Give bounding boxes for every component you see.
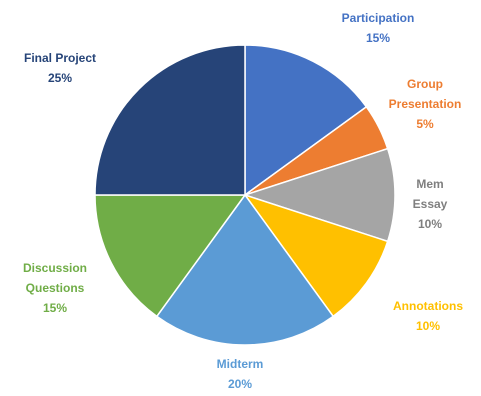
pie-slice-annotations — [243, 193, 389, 318]
data-label-value: 15% — [43, 301, 67, 315]
data-label-value: 25% — [48, 71, 72, 85]
data-label-participation: Participation 15% — [342, 11, 415, 45]
data-label-value: 15% — [366, 31, 390, 45]
data-label-category: Midterm — [217, 357, 264, 371]
labels-layer: Participation 15% Group Presentation 5% Mem Es… — [23, 11, 463, 391]
data-label-value: 5% — [416, 117, 434, 131]
data-label-annotations: Annotations 10% — [393, 299, 463, 333]
data-label-category: Mem — [416, 177, 443, 191]
pie-slice-midterm — [155, 193, 335, 346]
data-label-value: 20% — [228, 377, 252, 391]
slices-layer — [94, 44, 396, 346]
data-label-discussion-questions: Discussion Questions 15% — [23, 261, 87, 315]
data-label-value: 10% — [418, 217, 442, 231]
data-label-category: Group — [407, 77, 443, 91]
data-label-category: Participation — [342, 11, 415, 25]
data-label-category: Questions — [26, 281, 85, 295]
pie-slice-discussion-questions — [94, 194, 247, 318]
data-label-group-presentation: Group Presentation 5% — [389, 77, 462, 131]
data-label-category: Discussion — [23, 261, 87, 275]
pie-slice-mem-essay — [242, 147, 396, 243]
pie-slice-final-project — [94, 44, 246, 196]
data-label-final-project: Final Project 25% — [24, 51, 96, 85]
data-label-mem-essay: Mem Essay 10% — [413, 177, 448, 231]
pie-slice-participation — [244, 44, 368, 197]
data-label-midterm: Midterm 20% — [217, 357, 264, 391]
data-label-category: Presentation — [389, 97, 462, 111]
data-label-value: 10% — [416, 319, 440, 333]
data-label-category: Final Project — [24, 51, 96, 65]
data-label-category: Annotations — [393, 299, 463, 313]
data-label-category: Essay — [413, 197, 448, 211]
